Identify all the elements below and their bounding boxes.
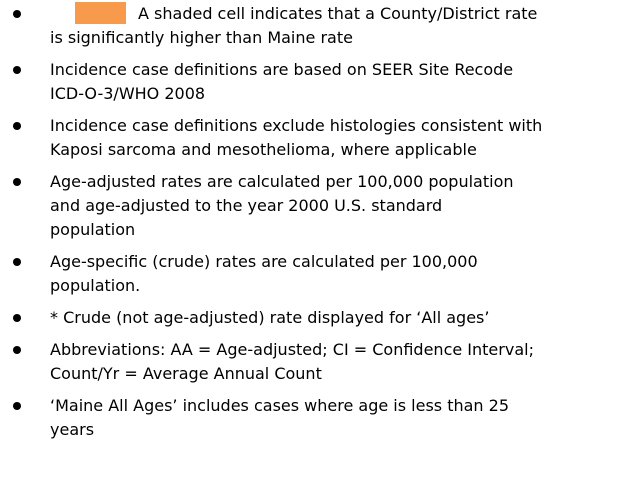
- list-item: * Crude (not age-adjusted) rate displaye…: [0, 306, 631, 330]
- text: Incidence case definitions exclude histo…: [50, 116, 543, 135]
- list-item: A shaded cell indicates that a County/Di…: [0, 2, 631, 50]
- text: population.: [50, 276, 141, 295]
- list-item: Incidence case definitions are based on …: [0, 58, 631, 106]
- bullet-list: A shaded cell indicates that a County/Di…: [0, 2, 631, 450]
- text-line: Kaposi sarcoma and mesothelioma, where a…: [50, 138, 631, 162]
- text: Count/Yr = Average Annual Count: [50, 364, 322, 383]
- bullet: [13, 10, 21, 18]
- text-line: is significantly higher than Maine rate: [50, 26, 631, 50]
- text: Age-specific (crude) rates are calculate…: [50, 252, 478, 271]
- text: Age-adjusted rates are calculated per 10…: [50, 172, 514, 191]
- text-line: Incidence case definitions exclude histo…: [50, 114, 631, 138]
- shaded-cell-swatch: [75, 2, 126, 24]
- text-line: Count/Yr = Average Annual Count: [50, 362, 631, 386]
- text-line: Age-specific (crude) rates are calculate…: [50, 250, 631, 274]
- bullet: [13, 258, 21, 266]
- list-item: Incidence case definitions exclude histo…: [0, 114, 631, 162]
- text: Kaposi sarcoma and mesothelioma, where a…: [50, 140, 477, 159]
- text: is significantly higher than Maine rate: [50, 28, 353, 47]
- text: * Crude (not age-adjusted) rate displaye…: [50, 308, 490, 327]
- text: population: [50, 220, 136, 239]
- text: years: [50, 420, 95, 439]
- bullet: [13, 66, 21, 74]
- list-item: Abbreviations: AA = Age-adjusted; CI = C…: [0, 338, 631, 386]
- text-line: ICD-O-3/WHO 2008: [50, 82, 631, 106]
- text: ‘Maine All Ages’ includes cases where ag…: [50, 396, 510, 415]
- bullet: [13, 346, 21, 354]
- text-line: population.: [50, 274, 631, 298]
- text-line: ‘Maine All Ages’ includes cases where ag…: [50, 394, 631, 418]
- text-line: * Crude (not age-adjusted) rate displaye…: [50, 306, 631, 330]
- text: and age-adjusted to the year 2000 U.S. s…: [50, 196, 443, 215]
- text-line: Age-adjusted rates are calculated per 10…: [50, 170, 631, 194]
- list-item: Age-adjusted rates are calculated per 10…: [0, 170, 631, 242]
- text-line: Incidence case definitions are based on …: [50, 58, 631, 82]
- text-line: years: [50, 418, 631, 442]
- text: Incidence case definitions are based on …: [50, 60, 514, 79]
- text-line: and age-adjusted to the year 2000 U.S. s…: [50, 194, 631, 218]
- text: Abbreviations: AA = Age-adjusted; CI = C…: [50, 340, 534, 359]
- bullet: [13, 178, 21, 186]
- text-line: A shaded cell indicates that a County/Di…: [50, 2, 631, 26]
- list-item: ‘Maine All Ages’ includes cases where ag…: [0, 394, 631, 442]
- bullet: [13, 314, 21, 322]
- text: A shaded cell indicates that a County/Di…: [138, 4, 538, 23]
- bullet: [13, 402, 21, 410]
- text-line: Abbreviations: AA = Age-adjusted; CI = C…: [50, 338, 631, 362]
- text-line: population: [50, 218, 631, 242]
- bullet: [13, 122, 21, 130]
- list-item: Age-specific (crude) rates are calculate…: [0, 250, 631, 298]
- text: ICD-O-3/WHO 2008: [50, 84, 206, 103]
